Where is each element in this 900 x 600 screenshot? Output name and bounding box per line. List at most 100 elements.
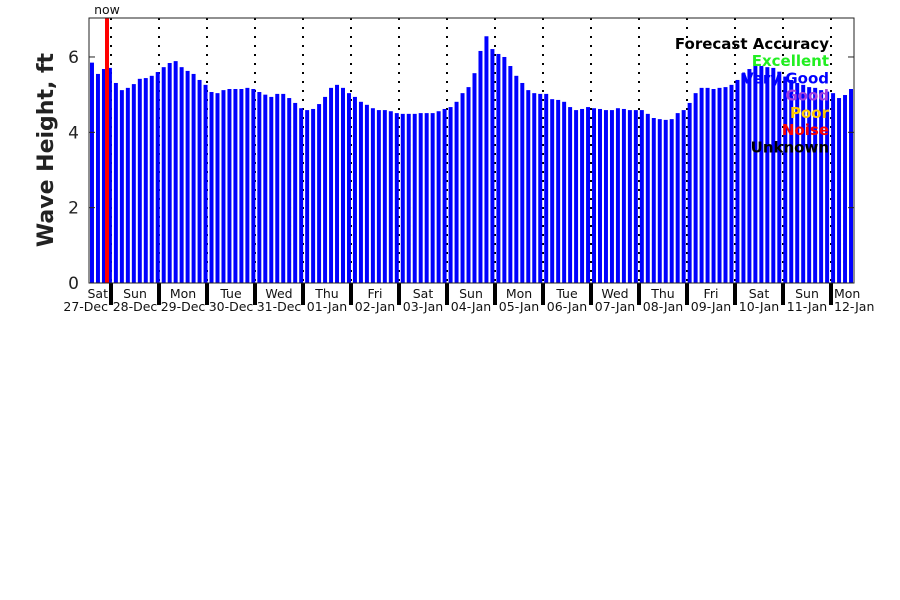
bar [514,75,519,283]
bar [843,95,848,283]
bar [424,113,429,283]
x-day-name: Sat [749,286,770,301]
plot-frame [88,17,855,284]
bar [621,108,626,283]
day-boundary-tick [781,283,785,305]
bar [837,98,842,283]
bar [382,110,387,284]
bar [101,69,106,284]
y-axis-ticks: 0 2 4 6 [68,48,854,294]
x-day-name: Sun [795,286,819,301]
bar [508,66,513,283]
bar [717,87,722,283]
bar [723,87,728,283]
bar [317,104,322,283]
bar [335,84,340,283]
bar [233,88,238,283]
x-day-name: Mon [506,286,532,301]
bar [179,67,184,283]
y-tick-label: 4 [68,123,79,143]
day-boundary-tick [157,283,161,305]
y-tick-label: 2 [68,199,79,219]
day-boundary-tick [445,283,449,305]
bar [568,107,573,283]
bar [454,101,459,283]
x-date-label: 12-Jan [834,299,874,314]
bar [556,99,561,283]
bar [651,118,656,283]
bar [95,73,100,283]
bar [532,93,537,284]
x-date-label: 28-Dec [113,299,158,314]
bar [299,108,304,283]
x-day-name: Wed [601,286,628,301]
x-day-name: Tue [555,286,578,301]
day-boundary-tick [253,283,257,305]
bar [693,93,698,284]
bar [472,73,477,283]
bar [735,79,740,283]
x-date-label: 03-Jan [403,299,443,314]
bar [603,110,608,284]
bar [173,61,178,283]
legend-entry: Unknown [751,139,829,157]
bar [819,90,824,283]
x-day-name: Mon [834,286,860,301]
bar [376,110,381,284]
x-day-name: Sun [459,286,483,301]
now-marker [105,18,109,283]
day-boundary-tick [397,283,401,305]
x-date-label: 09-Jan [691,299,731,314]
bar [436,111,441,284]
day-boundary-tick [349,283,353,305]
bar [107,67,112,283]
bar [311,108,316,283]
bar [125,87,130,283]
bar [615,108,620,283]
bar [346,93,351,284]
bar [831,93,836,284]
x-date-label: 01-Jan [307,299,347,314]
bar [813,87,818,283]
bar [305,110,310,284]
legend-entry: Noise [782,121,829,139]
bar [801,84,806,283]
bar [263,94,268,284]
bar [681,110,686,284]
bar [580,108,585,283]
bar [400,113,405,284]
now-label: now [94,2,120,17]
bar [669,119,674,283]
bar [155,72,160,283]
bar [227,88,232,283]
x-day-name: Sun [123,286,147,301]
bar [257,92,262,284]
bar [849,88,853,283]
x-date-label: 05-Jan [499,299,539,314]
bar [358,101,363,283]
bar [137,78,142,283]
bar [759,66,764,283]
bar [592,108,597,283]
bar [430,113,435,283]
x-day-name: Fri [704,286,719,301]
bar [90,62,94,284]
bar [412,113,417,284]
x-date-label: 10-Jan [739,299,779,314]
x-day-name: Fri [368,286,383,301]
bar [657,119,662,283]
bar [729,84,734,283]
day-boundary-tick [493,283,497,305]
bar [627,110,632,284]
bar [747,69,752,284]
bar [574,110,579,284]
bar [490,49,495,283]
bar [609,110,614,284]
bar [185,70,190,283]
bar [520,82,525,284]
bar [478,50,483,283]
bar [352,96,357,283]
x-date-label: 31-Dec [257,299,302,314]
bar [215,93,220,284]
